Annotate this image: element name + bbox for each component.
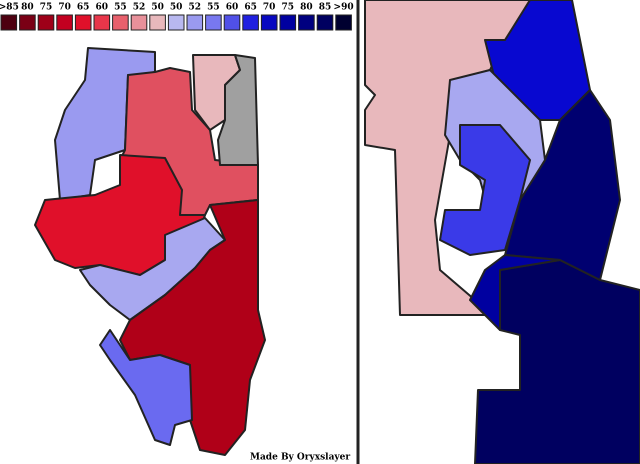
legend-swatch <box>316 14 334 31</box>
district <box>469 254 561 331</box>
legend-swatch <box>93 14 111 31</box>
legend-swatch <box>167 14 185 31</box>
legend-label: 60 <box>96 3 109 13</box>
legend-label: 50 <box>170 3 183 13</box>
legend-label: 50 <box>151 3 164 13</box>
legend-label: >85 <box>0 3 19 13</box>
district <box>99 329 193 446</box>
district <box>217 54 259 166</box>
legend-label: 55 <box>207 3 220 13</box>
legend: >85 80 75 70 65 60 55 52 50 50 52 55 60 65 70 75 80 85 >90 <box>0 3 354 31</box>
district <box>439 124 531 256</box>
legend-swatch <box>335 14 352 31</box>
legend-label: 60 <box>226 3 239 13</box>
legend-label: 70 <box>263 3 276 13</box>
credit: Made By Oryxslayer <box>250 453 350 463</box>
legend-swatch <box>112 14 129 31</box>
legend-swatch <box>130 14 148 31</box>
legend-label: >90 <box>334 3 354 13</box>
legend-label: 52 <box>189 3 202 13</box>
legend-label: 75 <box>282 3 295 13</box>
legend-swatch <box>19 14 36 31</box>
legend-swatch <box>242 14 259 31</box>
legend-swatch <box>149 14 166 31</box>
legend-label: 65 <box>244 3 257 13</box>
illinois-map <box>34 47 266 456</box>
legend-label: 55 <box>114 3 127 13</box>
legend-swatch <box>205 14 222 31</box>
legend-swatch <box>223 14 241 31</box>
legend-label: 65 <box>77 3 90 13</box>
legend-label: 70 <box>58 3 71 13</box>
legend-swatch <box>186 14 204 31</box>
legend-swatch <box>0 14 18 31</box>
legend-swatch <box>279 14 297 31</box>
legend-label: 80 <box>21 3 34 13</box>
legend-swatch <box>260 14 278 31</box>
legend-swatch <box>37 14 55 31</box>
legend-swatch <box>74 14 92 31</box>
legend-label: 80 <box>300 3 313 13</box>
legend-label: 85 <box>319 3 332 13</box>
legend-swatch <box>298 14 315 31</box>
chicago-map <box>364 0 640 464</box>
legend-label: 75 <box>40 3 53 13</box>
legend-label: 52 <box>133 3 146 13</box>
legend-swatch <box>56 14 73 31</box>
